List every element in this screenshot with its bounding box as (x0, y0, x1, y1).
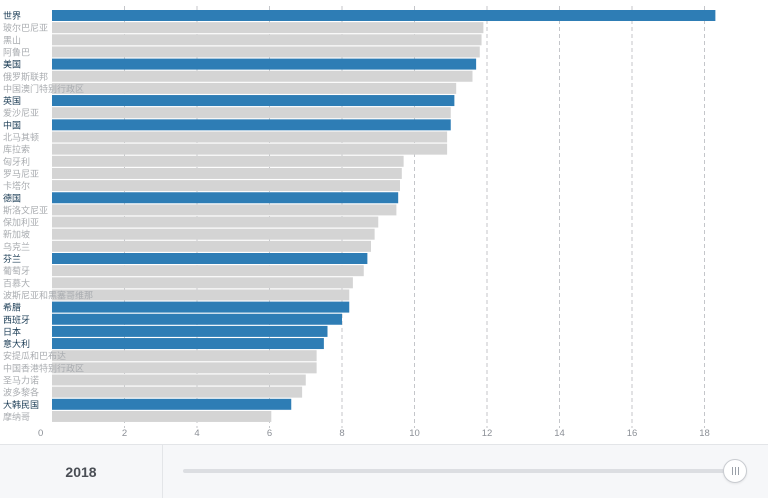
bar[interactable] (52, 82, 457, 94)
bar[interactable] (52, 155, 404, 167)
x-tick-label: 2 (122, 428, 127, 439)
bar[interactable] (52, 277, 353, 289)
bar[interactable] (52, 313, 342, 325)
bar[interactable] (52, 143, 448, 155)
bar[interactable] (52, 253, 368, 264)
bar[interactable] (52, 301, 350, 313)
timeline-footer: 2018 (0, 444, 768, 498)
bar-label: 葡萄牙 (3, 265, 30, 277)
grip-icon (737, 467, 739, 475)
bar-label: 库拉索 (3, 144, 30, 156)
bar-label: 中国香港特别行政区 (3, 362, 84, 374)
bar-label: 百慕大 (3, 277, 30, 289)
bar-label: 西班牙 (3, 314, 30, 326)
grip-icon (734, 467, 736, 475)
bar[interactable] (52, 289, 350, 301)
bar[interactable] (52, 398, 292, 410)
bar-label: 玻尔巴尼亚 (3, 22, 48, 34)
bar[interactable] (52, 70, 473, 82)
year-display: 2018 (0, 445, 163, 498)
x-tick-label: 18 (699, 428, 710, 439)
x-tick-label: 10 (409, 428, 420, 439)
bar[interactable] (52, 46, 480, 58)
bar-label: 美国 (3, 59, 21, 71)
bar[interactable] (52, 131, 448, 143)
bar-label: 匈牙利 (3, 156, 30, 168)
bar-label: 波斯尼亚和黑塞哥维那 (3, 289, 93, 301)
bar[interactable] (52, 204, 397, 216)
x-tick-label: 16 (627, 428, 638, 439)
bar-label: 芬兰 (3, 253, 21, 265)
bar[interactable] (52, 58, 477, 70)
year-label: 2018 (65, 463, 97, 480)
bar-label: 安提瓜和巴布达 (3, 350, 66, 362)
bar[interactable] (52, 386, 303, 398)
bar-chart: 世界 玻尔巴尼亚 黑山 阿鲁巴 美国 俄罗斯联邦 中国澳门特别行政区 英国 爱沙尼亚 中国 北马其顿… (3, 6, 716, 439)
bar-label: 乌克兰 (3, 241, 30, 253)
bar-label: 中国 (3, 119, 21, 131)
bar-label: 大韩民国 (3, 399, 39, 411)
bar-label: 意大利 (3, 338, 30, 350)
bar-label: 北马其顿 (3, 132, 39, 144)
bar[interactable] (52, 410, 272, 422)
bar[interactable] (52, 216, 379, 228)
bar[interactable] (52, 119, 451, 131)
bar[interactable] (52, 167, 402, 179)
bar[interactable] (52, 265, 364, 277)
bar-label: 中国澳门特别行政区 (3, 83, 84, 95)
x-tick-label: 0 (38, 428, 43, 439)
bar-label: 圣马力诺 (3, 375, 39, 387)
bar[interactable] (52, 192, 399, 204)
x-tick-label: 12 (482, 428, 493, 439)
bar-label: 斯洛文尼亚 (3, 204, 48, 216)
bar-label: 新加坡 (3, 229, 30, 241)
bar-label: 英国 (3, 95, 21, 107)
x-tick-label: 14 (554, 428, 565, 439)
bar-label: 波多黎各 (3, 387, 39, 399)
bar[interactable] (52, 180, 400, 192)
bar[interactable] (52, 374, 306, 386)
bar[interactable] (52, 325, 328, 337)
bar[interactable] (52, 228, 375, 240)
bar[interactable] (52, 338, 324, 350)
bar[interactable] (52, 240, 371, 252)
x-tick-label: 6 (267, 428, 272, 439)
bar-label: 罗马尼亚 (3, 169, 39, 180)
bar[interactable] (52, 107, 451, 119)
bar-label: 俄罗斯联邦 (3, 71, 48, 83)
bar-label: 保加利亚 (3, 217, 39, 229)
year-slider-track[interactable] (183, 469, 738, 473)
bar-label: 爱沙尼亚 (3, 108, 39, 119)
bar-label: 世界 (3, 10, 21, 22)
bar-label: 希腊 (3, 302, 21, 314)
bar-label: 阿鲁巴 (3, 46, 30, 58)
bar-label: 摩纳哥 (3, 411, 30, 423)
bar[interactable] (52, 362, 317, 374)
year-slider-handle[interactable] (723, 459, 747, 483)
bar-label: 黑山 (3, 35, 21, 46)
bar-label: 日本 (3, 326, 21, 338)
x-tick-label: 8 (339, 428, 344, 439)
grip-icon (731, 467, 733, 475)
bar[interactable] (52, 10, 716, 21)
bar-label: 卡塔尔 (3, 180, 30, 192)
chart-svg: 世界玻尔巴尼亚黑山阿鲁巴美国俄罗斯联邦中国澳门特别行政区英国爱沙尼亚中国北马其顿… (3, 6, 716, 439)
bar[interactable] (52, 22, 484, 34)
bar[interactable] (52, 95, 455, 107)
bar[interactable] (52, 350, 317, 362)
bar-label: 德国 (3, 192, 21, 204)
x-tick-label: 4 (194, 428, 199, 439)
bar[interactable] (52, 34, 482, 46)
